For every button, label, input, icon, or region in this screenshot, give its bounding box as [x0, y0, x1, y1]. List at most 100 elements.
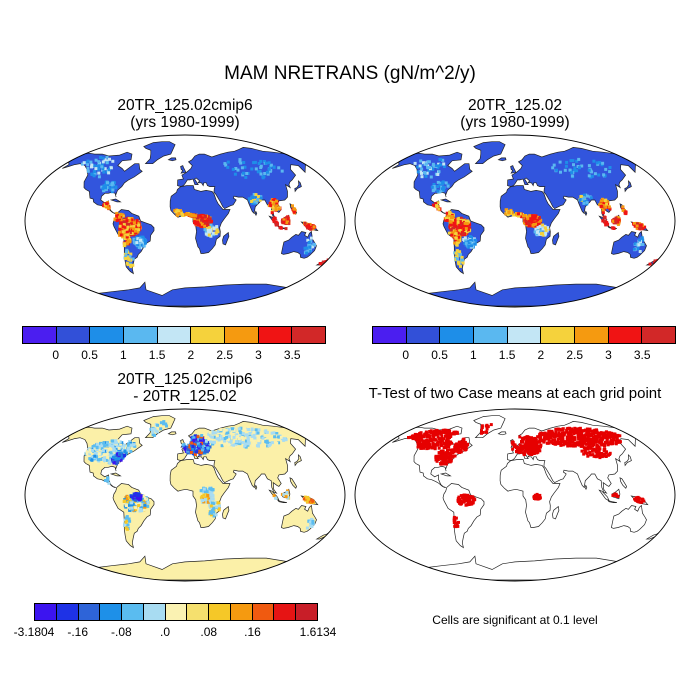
difference-cell [115, 445, 119, 449]
difference-cell [276, 435, 280, 439]
significant-cell [423, 441, 427, 445]
significant-cell [596, 435, 600, 439]
difference-cell [217, 434, 221, 438]
value-cell [272, 201, 276, 205]
significant-cell [530, 453, 534, 456]
value-cell [603, 199, 607, 203]
value-cell [433, 204, 437, 208]
value-cell [130, 218, 134, 222]
significant-cell [518, 443, 522, 447]
value-cell [129, 224, 133, 228]
difference-cell [252, 439, 256, 443]
difference-cell [104, 460, 108, 464]
landmass-australia [610, 230, 647, 259]
difference-cell [227, 443, 231, 447]
significant-cell [586, 454, 590, 458]
value-cell [138, 235, 142, 239]
difference-cell [115, 449, 119, 453]
significant-cell [419, 431, 423, 435]
diff-subtitle: - 20TR_125.02 [133, 388, 237, 405]
significant-cell [523, 443, 527, 447]
significant-cell [565, 435, 569, 439]
difference-cell [128, 507, 132, 511]
landmass-northAmerica [62, 151, 143, 214]
difference-cell [240, 435, 244, 439]
value-cell [457, 229, 461, 233]
case1-title: 20TR_125.02cmip6 [117, 97, 253, 114]
difference-cell [250, 429, 254, 433]
landmass-antarctica [68, 281, 300, 307]
significant-cell [549, 434, 553, 438]
significant-cell [564, 440, 568, 444]
difference-cell [286, 489, 289, 493]
difference-cell [310, 498, 314, 502]
value-cell [119, 222, 122, 226]
value-cell [641, 226, 645, 230]
difference-cell [285, 490, 289, 494]
landmass-greenland [473, 141, 506, 165]
difference-cell [122, 454, 126, 458]
difference-cell [210, 435, 214, 439]
difference-cell [153, 427, 157, 431]
value-cell [107, 171, 111, 175]
difference-cell [211, 493, 215, 497]
difference-cell [209, 513, 213, 517]
significant-cell [590, 449, 594, 453]
landmass-borneo [611, 488, 621, 500]
difference-cell [252, 431, 256, 434]
significant-cell [432, 446, 436, 450]
significant-cell [582, 446, 586, 450]
significant-cell [571, 440, 575, 444]
significant-cell [407, 436, 410, 440]
significant-cell [420, 438, 424, 442]
difference-cell [111, 442, 115, 445]
difference-cell [213, 431, 217, 435]
significant-cell [415, 433, 419, 437]
value-cell [105, 155, 109, 159]
value-cell [572, 163, 575, 167]
significant-cell [559, 428, 563, 432]
value-cell [635, 222, 639, 226]
value-cell [102, 170, 106, 174]
value-cell [135, 218, 139, 222]
value-cell [604, 205, 608, 209]
value-cell [132, 237, 136, 241]
difference-cell [145, 499, 149, 503]
landmass-iceland [167, 157, 177, 162]
value-cell [106, 203, 110, 207]
value-cell [259, 196, 263, 200]
difference-cell [153, 433, 156, 437]
difference-cell [241, 441, 245, 444]
difference-cell [232, 428, 236, 432]
value-cell [180, 212, 184, 216]
value-cell [535, 222, 539, 226]
value-cell [447, 219, 451, 223]
value-cell [624, 210, 628, 214]
significant-cell [598, 432, 602, 436]
significant-cell [480, 426, 484, 430]
difference-cell [282, 438, 286, 442]
difference-cell [209, 504, 213, 508]
value-cell [578, 198, 582, 202]
difference-cell [208, 499, 212, 503]
value-cell [605, 202, 609, 206]
difference-cell [109, 451, 113, 455]
value-cell [450, 233, 454, 237]
colorbar-swatch [230, 604, 253, 620]
difference-cell [212, 506, 216, 510]
value-cell [518, 212, 522, 216]
value-cell [537, 222, 540, 226]
difference-cell [143, 505, 147, 509]
colorbar-label: 3 [255, 348, 262, 362]
value-cell [209, 223, 213, 227]
significant-cell [437, 454, 441, 458]
value-cell [86, 166, 90, 170]
colorbar-swatch [474, 327, 508, 343]
value-cell [267, 167, 271, 171]
significant-cell [458, 444, 461, 448]
value-cell [470, 244, 473, 248]
value-cell [431, 203, 435, 207]
value-cell [635, 226, 639, 230]
value-cell [442, 185, 445, 189]
diff-title: 20TR_125.02cmip6 [117, 371, 253, 388]
